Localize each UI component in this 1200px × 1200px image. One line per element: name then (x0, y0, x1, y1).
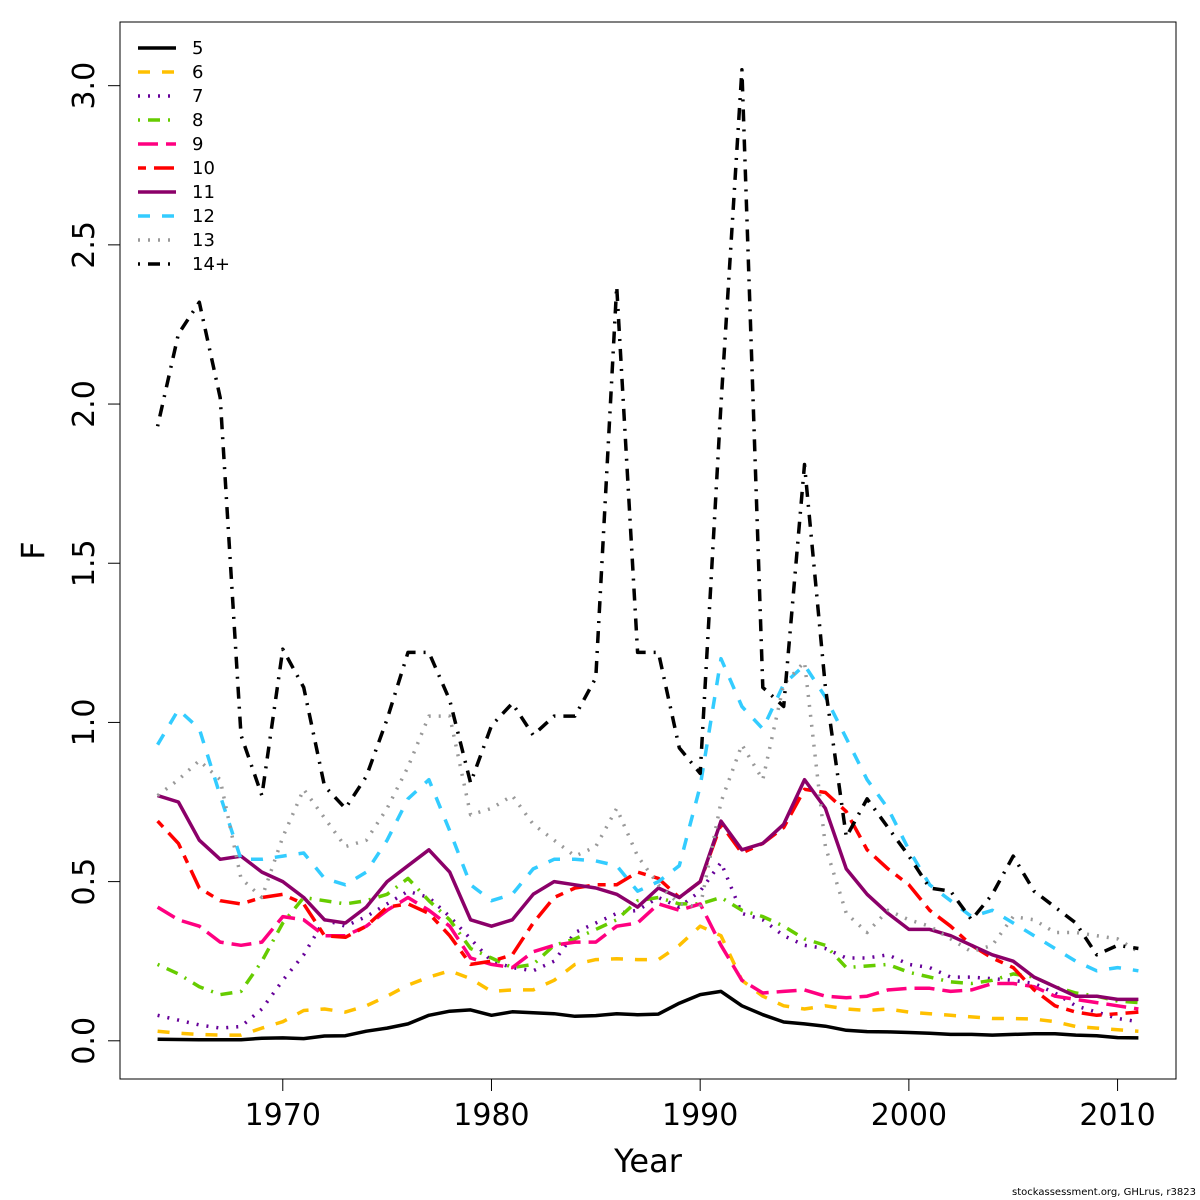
x-tick-label: 1970 (245, 1098, 321, 1133)
legend-label: 11 (192, 182, 215, 203)
legend-label: 9 (192, 134, 203, 155)
x-axis: 1970 1980 1990 2000 2010 (245, 1079, 1156, 1133)
legend-label: 12 (192, 206, 215, 227)
x-tick-label: 1990 (662, 1098, 738, 1133)
series-line-7 (157, 860, 1139, 1030)
y-tick-label: 1.5 (67, 539, 102, 587)
y-axis-title: F (14, 541, 52, 559)
y-tick-label: 2.5 (67, 221, 102, 269)
y-tick-label: 1.0 (67, 699, 102, 747)
series-line-14plus (155, 68, 1139, 957)
legend-label: 13 (192, 230, 215, 251)
plot-frame (119, 21, 1177, 1080)
x-axis-title: Year (613, 1142, 683, 1180)
legend-label: 7 (192, 86, 203, 107)
series-layer (155, 68, 1140, 1042)
series-line-11 (157, 777, 1139, 1002)
y-tick-label: 0.0 (67, 1017, 102, 1065)
x-tick-label: 1980 (453, 1098, 529, 1133)
legend-label: 10 (192, 158, 215, 179)
y-axis: 0.0 0.5 1.0 1.5 2.0 2.5 3.0 (67, 62, 120, 1065)
legend-label: 8 (192, 110, 203, 131)
series-line-9 (156, 895, 1139, 1011)
y-tick-label: 3.0 (67, 62, 102, 110)
legend-label: 6 (192, 62, 203, 83)
legend-label: 5 (192, 38, 203, 59)
footer-credit: stockassessment.org, GHLrus, r3823 (1012, 1187, 1196, 1198)
x-tick-label: 2000 (871, 1098, 947, 1133)
y-tick-label: 0.5 (67, 858, 102, 906)
x-tick-label: 2010 (1079, 1098, 1155, 1133)
series-line-12 (156, 656, 1139, 973)
series-line-5 (157, 989, 1139, 1042)
series-line-6 (157, 924, 1139, 1037)
y-tick-label: 2.0 (67, 380, 102, 428)
legend-label: 14+ (192, 254, 230, 275)
legend: 5 6 7 8 9 10 11 12 13 14+ (138, 38, 230, 275)
